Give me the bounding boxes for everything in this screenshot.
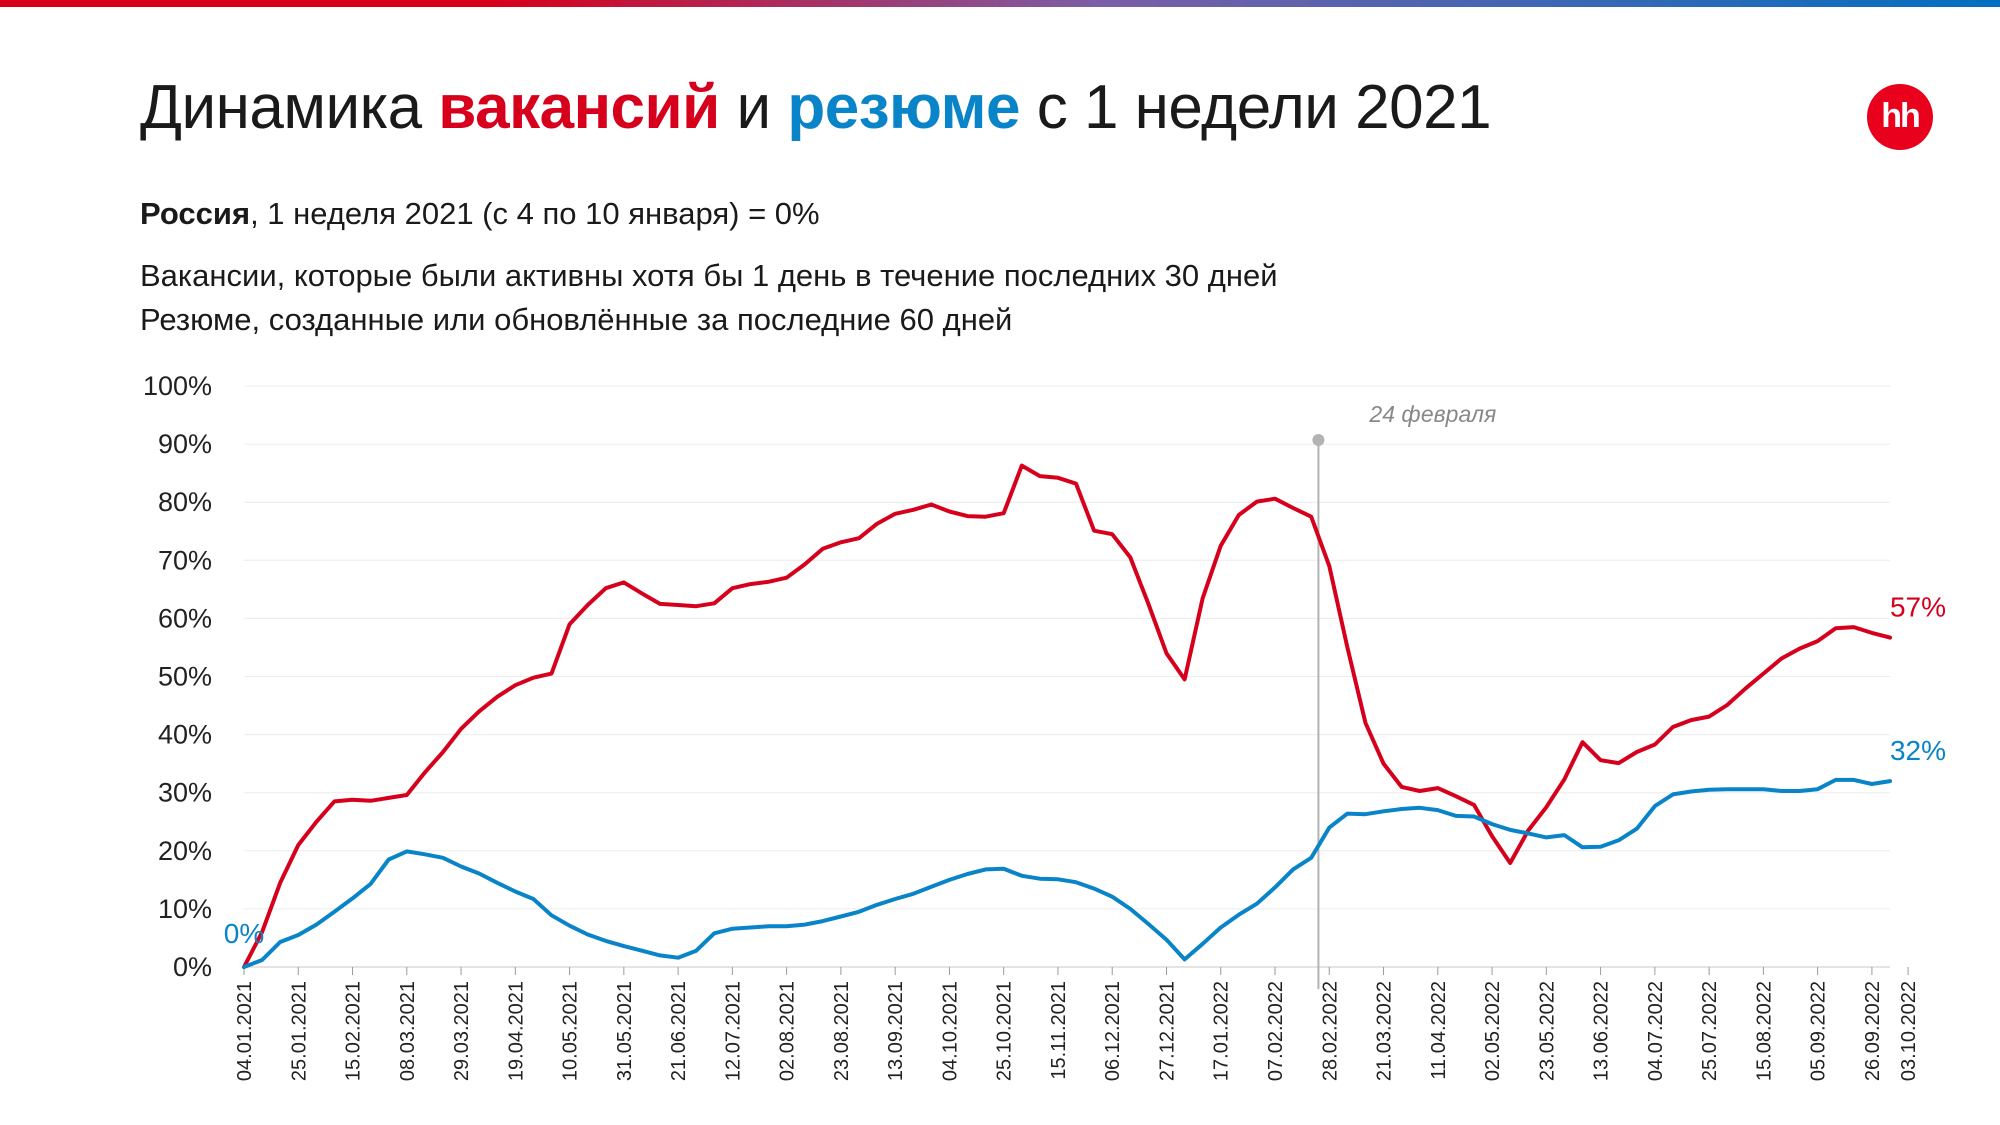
x-tick-label: 23.05.2022 [1536, 981, 1558, 1081]
start-label: 0% [224, 918, 264, 949]
x-tick-label: 12.07.2021 [722, 981, 744, 1081]
y-tick-label: 30% [158, 778, 212, 808]
title-part-3: с 1 недели 2021 [1020, 73, 1492, 142]
x-tick-label: 21.06.2021 [668, 981, 690, 1081]
x-tick-label: 13.09.2021 [885, 981, 907, 1081]
x-tick-label: 15.11.2021 [1048, 981, 1070, 1080]
series-line-vacancies [242, 463, 1892, 969]
end-label-vacancies: 57% [1890, 592, 1946, 623]
x-tick-label: 25.07.2022 [1699, 981, 1721, 1081]
subtitle-rest: , 1 неделя 2021 (с 4 по 10 января) = 0% [250, 196, 820, 231]
x-tick-label: 06.12.2021 [1102, 981, 1124, 1081]
x-tick-label: 27.12.2021 [1156, 981, 1178, 1081]
x-axis-ticks: 04.01.2021 25.01.2021 15.02.2021 08.03.2021… [234, 967, 1920, 1081]
chart-series [242, 463, 1892, 969]
x-tick-label: 05.09.2022 [1808, 981, 1830, 1081]
hh-logo: hh [1867, 84, 1933, 150]
data-labels: 57% 32% 0% [224, 592, 1946, 949]
x-tick-label: 03.10.2022 [1898, 981, 1920, 1081]
y-tick-label: 40% [158, 720, 212, 750]
y-axis-ticks: 0% 10% 20% 30% 40% 50% 60% 70% 80% 90% 100% [143, 371, 212, 982]
end-label-resumes: 32% [1890, 735, 1946, 766]
annotation-dot [1312, 434, 1325, 446]
x-tick-label: 15.02.2021 [343, 981, 365, 1081]
x-tick-label: 26.09.2022 [1862, 981, 1884, 1081]
x-tick-label: 21.03.2022 [1374, 981, 1396, 1081]
title-part-1: Динамика [140, 73, 439, 142]
x-tick-label: 29.03.2021 [451, 981, 473, 1081]
x-tick-label: 28.02.2022 [1319, 981, 1341, 1081]
subtitle-region: Россия [140, 196, 251, 231]
y-tick-label: 70% [158, 545, 212, 575]
x-tick-label: 02.08.2021 [777, 981, 799, 1081]
x-tick-label: 31.05.2021 [614, 981, 636, 1081]
subtitle-baseline: Россия, 1 неделя 2021 (с 4 по 10 января)… [140, 196, 820, 232]
x-tick-label: 15.08.2022 [1753, 981, 1775, 1081]
chart-grid [244, 385, 1890, 968]
y-tick-label: 80% [158, 487, 212, 517]
x-tick-label: 04.10.2021 [939, 981, 961, 1081]
y-tick-label: 0% [173, 952, 212, 982]
x-tick-label: 10.05.2021 [560, 981, 582, 1081]
x-tick-label: 25.10.2021 [994, 981, 1016, 1081]
y-tick-label: 60% [158, 603, 212, 633]
x-tick-label: 25.01.2021 [288, 981, 310, 1081]
title-vacancies: вакансий [438, 73, 720, 142]
x-tick-label: 11.04.2022 [1428, 981, 1450, 1080]
x-tick-label: 23.08.2021 [831, 981, 853, 1081]
y-tick-label: 100% [143, 371, 212, 401]
y-tick-label: 50% [158, 662, 212, 692]
x-tick-label: 13.06.2022 [1591, 981, 1613, 1081]
annotation-feb-24: 24 февраля [1312, 401, 1496, 989]
x-tick-label: 04.07.2022 [1645, 981, 1667, 1081]
x-tick-label: 04.01.2021 [234, 981, 256, 1081]
description-vacancies: Вакансии, которые были активны хотя бы 1… [140, 258, 1278, 293]
y-tick-label: 20% [158, 836, 212, 866]
y-tick-label: 10% [158, 894, 212, 924]
top-gradient-bar [0, 0, 2000, 7]
page-title: Динамика вакансий и резюме с 1 недели 20… [140, 72, 1492, 143]
description-resumes: Резюме, созданные или обновлённые за пос… [140, 302, 1013, 337]
x-tick-label: 07.02.2022 [1265, 981, 1287, 1081]
x-tick-label: 17.01.2022 [1211, 981, 1233, 1081]
y-tick-label: 90% [158, 429, 212, 459]
x-tick-label: 19.04.2021 [505, 981, 527, 1081]
title-part-2: и [719, 73, 788, 142]
annotation-label: 24 февраля [1368, 401, 1496, 427]
x-tick-label: 02.05.2022 [1482, 981, 1504, 1081]
title-resumes: резюме [787, 73, 1020, 142]
x-tick-label: 08.03.2021 [397, 981, 419, 1081]
series-line-resumes [242, 777, 1892, 969]
